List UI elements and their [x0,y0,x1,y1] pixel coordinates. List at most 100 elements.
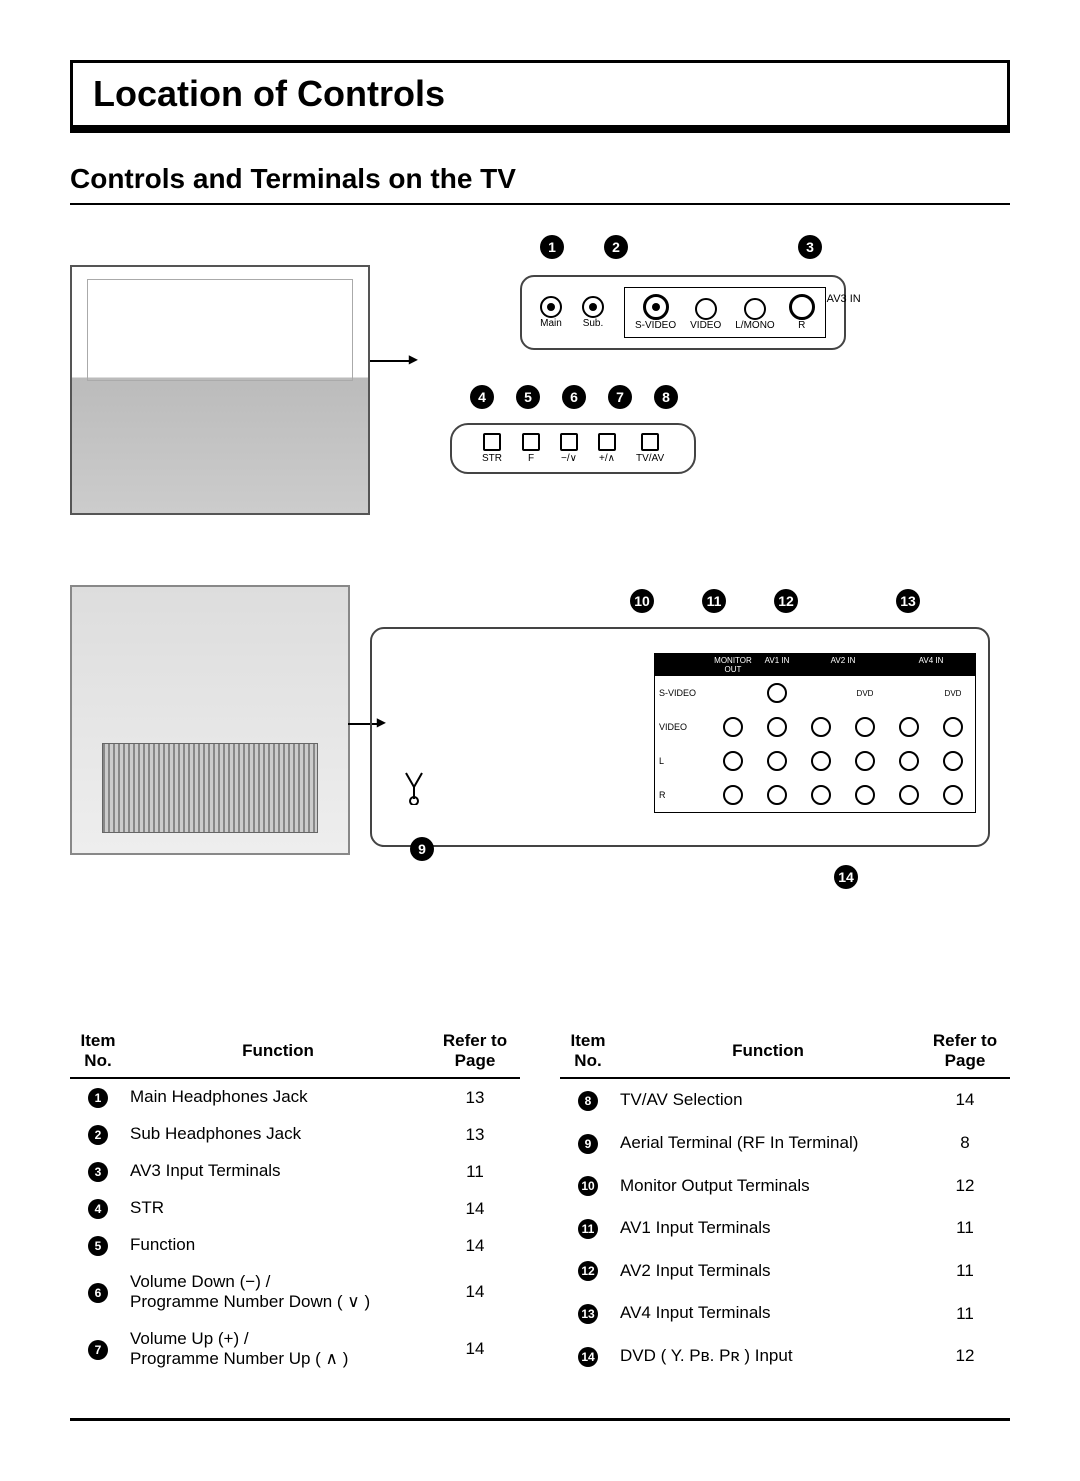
item-function: AV2 Input Terminals [616,1250,920,1293]
item-function: STR [126,1190,430,1227]
antenna-icon [402,769,426,805]
headphone-jack-icon [540,296,562,318]
table-row: 10Monitor Output Terminals12 [560,1164,1010,1207]
headphone-jack-icon [582,296,604,318]
audio-r-row-label: R [655,778,711,812]
item-function: AV4 Input Terminals [616,1292,920,1335]
item-bullet: 4 [88,1199,108,1219]
item-bullet: 5 [88,1236,108,1256]
col-page: Refer to Page [920,1025,1010,1078]
subtitle: Controls and Terminals on the TV [70,163,1010,205]
button-icon [598,433,616,451]
callout-6: 6 [562,385,586,409]
rca-icon [723,785,743,805]
rca-icon [899,785,919,805]
rca-icon [789,294,815,320]
callout-1: 1 [540,235,564,259]
table-row: 5Function14 [70,1227,520,1264]
rca-icon [695,298,717,320]
rear-box: 9 MONITOR OUT AV1 IN AV2 IN AV4 IN S-VID… [370,627,990,847]
rca-icon [943,751,963,771]
rca-icon [811,785,831,805]
table-row: 9Aerial Terminal (RF In Terminal)8 [560,1122,1010,1165]
rca-icon [723,717,743,737]
item-function: Monitor Output Terminals [616,1164,920,1207]
audio-l-row-label: L [655,744,711,778]
video-row-label: VIDEO [655,710,711,744]
rca-icon [767,785,787,805]
main-label: Main [540,318,562,329]
rear-panel: 10 11 12 13 9 MONITOR OUT AV1 IN AV2 IN … [370,615,1010,875]
down-label: −/∨ [561,453,577,464]
front-button-row: STR F −/∨ +/∧ TV/AV [450,423,696,474]
button-icon [560,433,578,451]
table-row: 2Sub Headphones Jack13 [70,1116,520,1153]
rca-icon [855,717,875,737]
button-icon [522,433,540,451]
callout-5: 5 [516,385,540,409]
svideo-row-label: S-VIDEO [655,676,711,710]
item-bullet: 6 [88,1283,108,1303]
button-icon [641,433,659,451]
item-page: 12 [920,1164,1010,1207]
callout-13: 13 [896,589,920,613]
item-bullet: 11 [578,1219,598,1239]
item-page: 14 [430,1190,520,1227]
col-page: Refer to Page [430,1025,520,1078]
item-page: 11 [920,1292,1010,1335]
av1-hdr: AV1 IN [755,654,799,676]
tvav-label: TV/AV [636,453,664,464]
svideo-icon [643,294,669,320]
item-bullet: 12 [578,1261,598,1281]
rca-icon [855,785,875,805]
front-jack-row: Main Sub. S-VIDEO VIDEO L/MONO R AV3 IN [520,275,846,350]
item-page: 14 [920,1078,1010,1122]
up-label: +/∧ [599,453,615,464]
callout-11: 11 [702,589,726,613]
item-page: 8 [920,1122,1010,1165]
item-bullet: 9 [578,1134,598,1154]
item-function: Volume Down (−) / Programme Number Down … [126,1264,430,1321]
svideo-label: S-VIDEO [635,320,676,331]
callout-3: 3 [798,235,822,259]
item-function: TV/AV Selection [616,1078,920,1122]
dvd-label: DVD [931,676,975,710]
item-function: Volume Up (+) / Programme Number Up ( ∧ … [126,1321,430,1378]
item-function: AV3 Input Terminals [126,1153,430,1190]
monitor-out-hdr: MONITOR OUT [711,654,755,676]
terminal-grid: MONITOR OUT AV1 IN AV2 IN AV4 IN S-VIDEO… [654,653,976,813]
item-page: 11 [920,1250,1010,1293]
rca-icon [811,717,831,737]
svideo-icon [767,683,787,703]
callout-9: 9 [410,837,434,861]
item-function: Function [126,1227,430,1264]
dvd-label: DVD [843,676,887,710]
item-bullet: 1 [88,1088,108,1108]
item-page: 14 [430,1321,520,1378]
item-bullet: 14 [578,1347,598,1367]
tv-front-illustration [70,265,370,515]
rca-icon [943,717,963,737]
rca-icon [899,717,919,737]
tv-back-illustration [70,585,350,855]
col-function: Function [126,1025,430,1078]
vent-icon [102,743,318,833]
item-bullet: 13 [578,1304,598,1324]
table-row: 8TV/AV Selection14 [560,1078,1010,1122]
table-row: 12 AV2 Input Terminals11 [560,1250,1010,1293]
rca-icon [767,751,787,771]
table-row: 14DVD ( Y. Pʙ. Pʀ ) Input12 [560,1335,1010,1378]
page-title: Location of Controls [93,73,987,115]
title-box: Location of Controls [70,60,1010,133]
item-page: 13 [430,1078,520,1116]
item-function: Sub Headphones Jack [126,1116,430,1153]
rca-icon [811,751,831,771]
rca-icon [899,751,919,771]
controls-table: Item No. Function Refer to Page 1Main He… [70,1025,1010,1378]
callout-8: 8 [654,385,678,409]
rca-icon [723,751,743,771]
col-item-no: Item No. [560,1025,616,1078]
rca-icon [855,751,875,771]
col-function: Function [616,1025,920,1078]
aerial-terminal [402,769,426,805]
